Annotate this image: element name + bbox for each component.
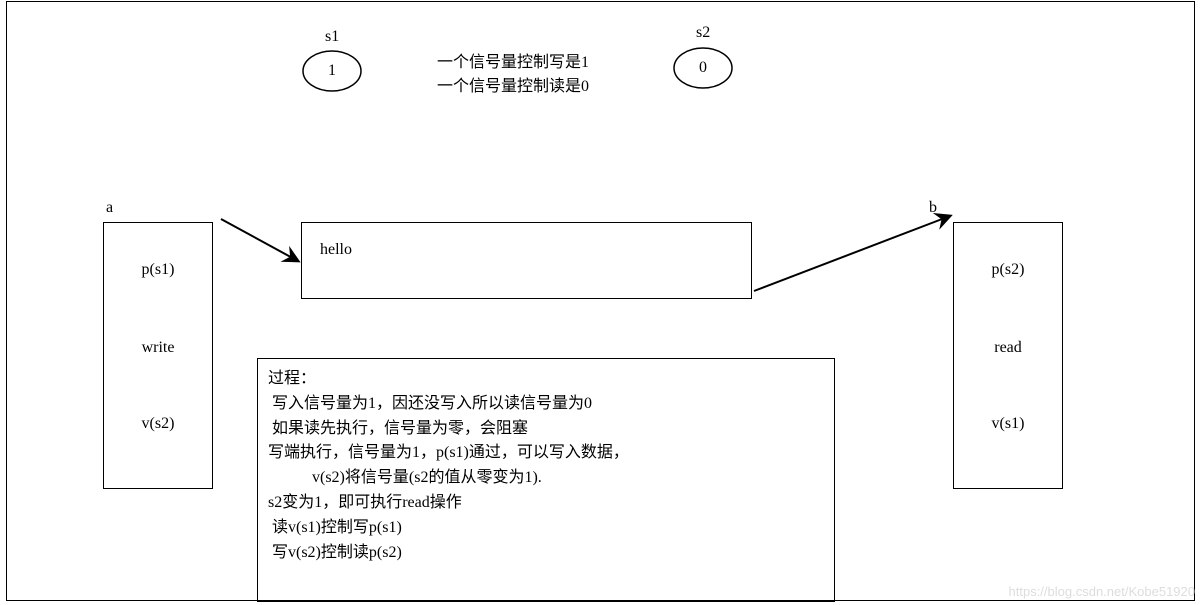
- procedure-line-8: 写v(s2)控制读p(s2): [268, 541, 824, 566]
- top-text-line1: 一个信号量控制写是1: [437, 48, 589, 72]
- procedure-line-4: v(s2)将信号量(s2的值从零变为1).: [268, 466, 824, 491]
- process-a-step1: p(s1): [104, 261, 212, 279]
- s2-label: s2: [696, 24, 710, 42]
- s2-value: 0: [699, 59, 707, 77]
- process-b-label: b: [929, 199, 937, 217]
- procedure-box: 过程： 写入信号量为1，因还没写入所以读信号量为0 如果读先执行，信号量为零，会…: [257, 358, 835, 602]
- process-b-step2: read: [954, 339, 1062, 357]
- process-a-step3: v(s2): [104, 415, 212, 433]
- buffer-box: hello: [301, 222, 752, 299]
- procedure-line-0: 写入信号量为1，因还没写入所以读信号量为0: [268, 392, 824, 417]
- watermark: https://blog.csdn.net/Kobe51920: [1009, 584, 1195, 599]
- s1-value: 1: [328, 62, 336, 80]
- process-b-box: p(s2) read v(s1): [953, 222, 1063, 489]
- process-a-label: a: [106, 199, 113, 217]
- procedure-line-6: s2变为1，即可执行read操作: [268, 491, 824, 516]
- top-text-line2: 一个信号量控制读是0: [437, 72, 589, 96]
- process-b-step1: p(s2): [954, 261, 1062, 279]
- buffer-content: hello: [320, 241, 352, 258]
- s1-label: s1: [325, 28, 339, 46]
- process-b-step3: v(s1): [954, 415, 1062, 433]
- procedure-line-1: 如果读先执行，信号量为零，会阻塞: [268, 417, 824, 442]
- process-a-box: p(s1) write v(s2): [103, 222, 213, 489]
- procedure-line-3: 写端执行，信号量为1，p(s1)通过，可以写入数据，: [268, 441, 824, 466]
- procedure-line-7: 读v(s1)控制写p(s1): [268, 516, 824, 541]
- diagram-canvas: s1 1 s2 0 一个信号量控制写是1 一个信号量控制读是0 a p(s1) …: [0, 0, 1203, 605]
- process-a-step2: write: [104, 339, 212, 357]
- procedure-title: 过程：: [268, 367, 824, 392]
